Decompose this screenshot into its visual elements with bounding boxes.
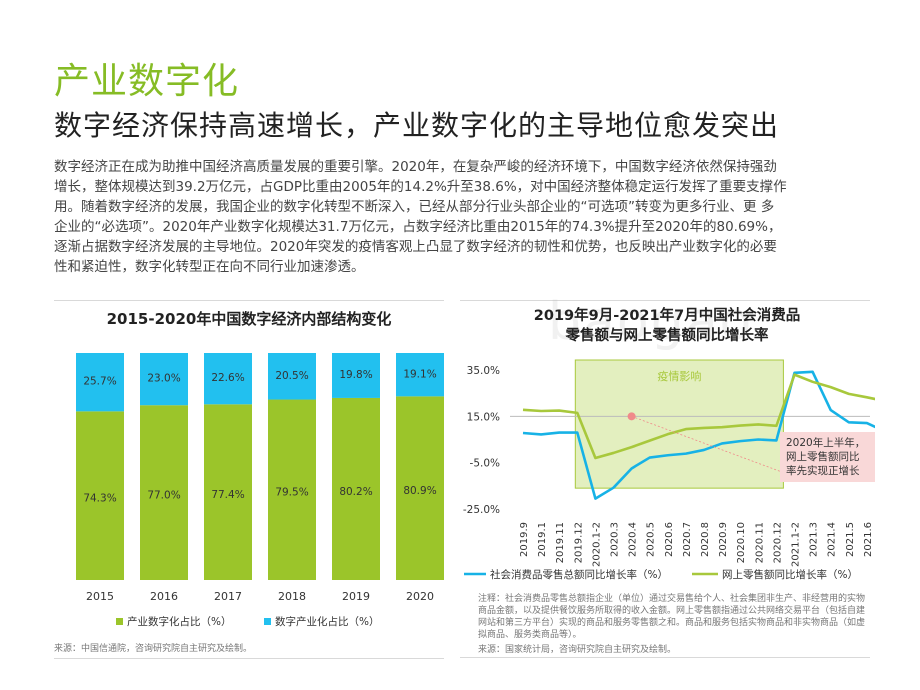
- annotation-box: [780, 432, 875, 482]
- legend-label: 社会消费品零售总额同比增长率（%）: [490, 568, 668, 581]
- bar-industrial-digitalization: [268, 399, 316, 580]
- legend-label: 产业数字化占比（%）: [127, 615, 231, 628]
- divider: [54, 658, 444, 659]
- annotation-leader: [631, 415, 791, 476]
- divider: [54, 300, 444, 301]
- line-chart: 疫情影响35.0%15.0%-5.0%-25.0%2020年上半年，网上零售额同…: [463, 359, 875, 581]
- x-tick-label: 2021.5: [845, 522, 856, 557]
- x-tick-label: 2019.12: [573, 522, 584, 563]
- x-tick-label: 2020.1-2: [591, 522, 602, 567]
- bar-digital-industrialization: [76, 353, 124, 412]
- x-tick-label: 2020.3: [610, 522, 621, 557]
- intro-line: 企业的“必选项”。2020年产业数字化规模达31.7万亿元，占数字经济比重由20…: [54, 219, 782, 235]
- x-tick-label: 2020.7: [682, 522, 693, 557]
- bar-value-label: 79.5%: [275, 487, 308, 499]
- x-tick-label: 2020.11: [754, 522, 765, 563]
- bar-digital-industrialization: [268, 353, 316, 400]
- bar-industrial-digitalization: [332, 397, 380, 580]
- bar-value-label: 25.7%: [83, 375, 116, 387]
- bar-value-label: 19.1%: [403, 368, 436, 380]
- x-tick-label: 2019.9: [519, 522, 530, 557]
- page-subtitle: 数字经济保持高速增长，产业数字化的主导地位愈发突出: [54, 109, 780, 142]
- x-tick-label: 2015: [86, 590, 114, 603]
- bar-chart-source: 来源：中国信通院，咨询研究院自主研究及绘制。: [54, 644, 253, 654]
- line-series-online-retail: [522, 373, 875, 460]
- x-tick-label: 2021.6: [863, 522, 874, 557]
- intro-line: 数字经济正在成为助推中国经济高质量发展的重要引擎。2020年，在复杂严峻的经济环…: [54, 159, 777, 175]
- x-tick-label: 2020.12: [772, 522, 783, 563]
- divider: [460, 300, 870, 301]
- bar-digital-industrialization: [396, 353, 444, 397]
- x-tick-label: 2019: [342, 590, 370, 603]
- x-tick-label: 2020.5: [646, 522, 657, 557]
- y-tick-label: -5.0%: [470, 458, 500, 470]
- bar-value-label: 77.4%: [211, 489, 244, 501]
- x-tick-label: 2020: [406, 590, 434, 603]
- line-series-retail-total: [522, 370, 875, 500]
- intro-line: 用。随着数字经济的发展，我国企业的数字化转型不断深入，已经从部分行业头部企业的“…: [54, 199, 775, 215]
- legend-swatch-industrial: [116, 618, 123, 625]
- x-tick-label: 2020.10: [736, 522, 747, 563]
- x-tick-label: 2016: [150, 590, 178, 603]
- intro-line: 性和紧迫性，数字化转型正在向不同行业加速渗透。: [54, 259, 365, 275]
- line-chart-title-line: 2019年9月-2021年7月中国社会消费品: [533, 308, 801, 324]
- x-tick-label: 2020.6: [664, 522, 675, 557]
- page-title: 产业数字化: [54, 61, 240, 102]
- x-tick-label: 2021.1-2: [791, 522, 802, 567]
- bar-digital-industrialization: [332, 353, 380, 398]
- x-tick-label: 2020.4: [628, 522, 639, 557]
- stacked-bar-chart: 74.3% 25.7% 2015 77.0% 23.0% 2016 77.4% 22.6% 20…: [76, 353, 444, 628]
- y-tick-label: 15.0%: [467, 411, 500, 423]
- legend-label: 网上零售额同比增长率（%）: [722, 568, 858, 581]
- annotation-text: 网上零售额同比: [786, 450, 860, 463]
- x-tick-label: 2019.11: [555, 522, 566, 563]
- bar-value-label: 19.8%: [339, 369, 372, 381]
- line-chart-title-line: 零售额与网上零售额同比增长率: [565, 328, 769, 344]
- y-tick-label: 35.0%: [467, 365, 500, 377]
- bar-value-label: 22.6%: [211, 372, 244, 384]
- line-chart-source: 来源：国家统计局，咨询研究院自主研究及绘制。: [478, 645, 677, 655]
- legend-swatch-digital: [264, 618, 271, 625]
- bar-industrial-digitalization: [140, 405, 188, 580]
- intro-paragraph: 数字经济正在成为助推中国经济高质量发展的重要引擎。2020年，在复杂严峻的经济环…: [54, 157, 874, 277]
- shaded-region-label: 疫情影响: [657, 369, 701, 383]
- x-tick-label: 2021.4: [827, 522, 838, 557]
- bar-industrial-digitalization: [204, 404, 252, 580]
- annotation-text: 2020年上半年，: [786, 436, 865, 449]
- bar-value-label: 74.3%: [83, 492, 116, 504]
- divider: [460, 657, 870, 658]
- line-chart-title: 2019年9月-2021年7月中国社会消费品 零售额与网上零售额同比增长率: [462, 306, 872, 346]
- bar-digital-industrialization: [204, 353, 252, 405]
- line-chart-note: 注释：社会消费品零售总额指企业（单位）通过交易售给个人、社会集团非生产、非经营用…: [478, 594, 866, 640]
- x-tick-label: 2020.9: [718, 522, 729, 557]
- bar-value-label: 23.0%: [147, 373, 180, 385]
- x-tick-label: 2018: [278, 590, 306, 603]
- bar-chart-title: 2015-2020年中国数字经济内部结构变化: [106, 310, 392, 328]
- x-tick-label: 2020.8: [700, 522, 711, 557]
- bar-industrial-digitalization: [396, 396, 444, 580]
- y-tick-label: -25.0%: [463, 504, 500, 516]
- x-tick-label: 2017: [214, 590, 242, 603]
- intro-line: 逐渐占据数字经济发展的主导地位。2020年突发的疫情客观上凸显了数字经济的韧性和…: [54, 239, 777, 255]
- annotation-text: 率先实现正增长: [786, 464, 860, 477]
- bar-value-label: 80.2%: [339, 486, 372, 498]
- x-tick-label: 2021.3: [809, 522, 820, 557]
- bar-value-label: 77.0%: [147, 489, 180, 501]
- bar-industrial-digitalization: [76, 411, 124, 580]
- legend-label: 数字产业化占比（%）: [275, 615, 379, 628]
- x-tick-label: 2019.1: [537, 522, 548, 557]
- annotation-marker: [627, 412, 636, 421]
- bar-value-label: 80.9%: [403, 485, 436, 497]
- intro-line: 增长，整体规模达到39.2万亿元，占GDP比重由2005年的14.2%升至38.…: [54, 179, 787, 195]
- bar-digital-industrialization: [140, 353, 188, 406]
- bar-value-label: 20.5%: [275, 370, 308, 382]
